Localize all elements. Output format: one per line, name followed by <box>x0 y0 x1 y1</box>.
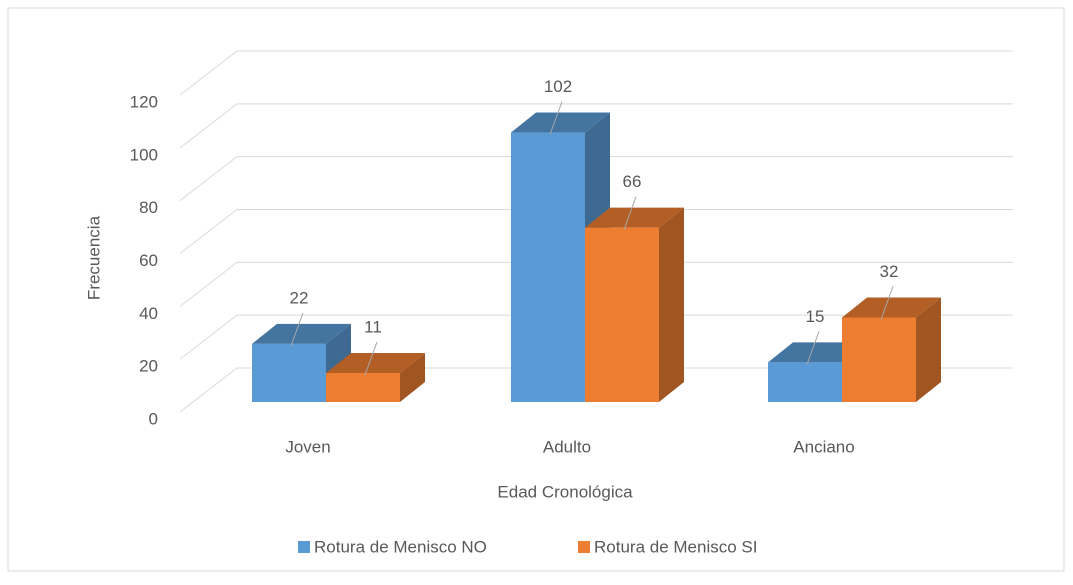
bar-top <box>326 352 425 373</box>
bar-top <box>252 323 351 344</box>
legend-label: Rotura de Menisco SI <box>594 537 757 556</box>
y-tick-label: 20 <box>139 357 158 376</box>
y-tick-label: 60 <box>139 251 158 270</box>
value-label: 11 <box>364 317 382 336</box>
value-label: 66 <box>623 172 642 191</box>
grid-line-diagonal <box>179 50 238 96</box>
x-tick-label: Joven <box>285 437 330 456</box>
y-tick-label: 120 <box>130 92 158 111</box>
bar <box>511 132 585 403</box>
value-label: 102 <box>544 77 572 96</box>
value-label: 32 <box>880 262 899 281</box>
y-tick-label: 80 <box>139 198 158 217</box>
legend-swatch <box>298 541 310 553</box>
y-tick-label: 0 <box>149 409 158 428</box>
grid-line-diagonal <box>179 209 238 254</box>
bar <box>585 227 659 402</box>
bar <box>252 343 326 402</box>
grid-line-diagonal <box>179 314 238 360</box>
grid-line-diagonal <box>179 103 238 149</box>
y-tick-label: 40 <box>139 304 158 323</box>
grid-line-diagonal <box>179 156 238 202</box>
bar <box>842 317 916 402</box>
bar-side <box>400 352 425 402</box>
bar <box>326 372 400 402</box>
y-tick-label: 100 <box>130 145 158 164</box>
bar-top <box>585 207 684 228</box>
leader-line <box>880 286 894 320</box>
leader-line <box>290 312 304 347</box>
bar-side <box>916 297 941 402</box>
bar-top <box>511 112 610 133</box>
bar-top <box>842 297 941 318</box>
x-tick-label: Anciano <box>793 437 854 456</box>
leader-line <box>364 341 378 376</box>
x-tick-label: Adulto <box>543 437 591 456</box>
bar <box>768 362 842 402</box>
leader-line <box>623 196 637 230</box>
x-axis-title: Edad Cronológica <box>497 482 633 501</box>
value-label: 15 <box>806 307 825 326</box>
grid-line-diagonal <box>179 261 238 307</box>
leader-line <box>549 101 563 135</box>
bar-side <box>659 207 684 402</box>
value-label: 22 <box>290 288 309 307</box>
leader-line <box>806 331 820 365</box>
grid-line-diagonal <box>179 367 238 413</box>
legend-label: Rotura de Menisco NO <box>314 537 487 556</box>
y-axis-title: Frecuencia <box>84 215 103 300</box>
legend-swatch <box>578 541 590 553</box>
